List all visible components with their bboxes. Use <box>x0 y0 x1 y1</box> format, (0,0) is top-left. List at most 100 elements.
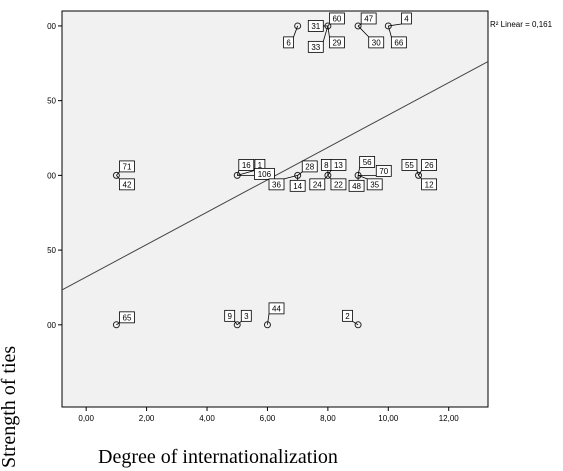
r2-legend-label: R² Linear = 0,161 <box>490 20 553 29</box>
point-label-box <box>375 164 392 177</box>
x-tick-label: 10,00 <box>378 414 399 423</box>
x-tick-label: 4,00 <box>199 414 215 423</box>
point-label-box <box>368 36 385 49</box>
label-leader-line <box>116 171 120 176</box>
point-label-box <box>240 309 252 322</box>
point-label-box <box>254 167 275 180</box>
point-label-box <box>268 178 285 191</box>
label-leader-line <box>418 175 422 180</box>
x-tick-label: 8,00 <box>320 414 336 423</box>
data-point <box>112 171 120 179</box>
point-label: 3 <box>244 312 249 321</box>
label-leader-line <box>293 25 299 38</box>
point-label: 55 <box>405 161 414 170</box>
label-leader-line <box>237 170 256 176</box>
label-leader-line <box>327 175 332 180</box>
point-label: 14 <box>293 182 302 191</box>
y-tick-label: 50 <box>47 246 56 255</box>
point-label-box <box>390 36 407 49</box>
point-label: 33 <box>311 43 320 52</box>
label-leader-line <box>267 313 270 325</box>
point-label: 29 <box>332 38 341 47</box>
point-label: 30 <box>372 38 381 47</box>
data-point <box>263 321 271 329</box>
x-tick-label: 12,00 <box>439 414 460 423</box>
point-label-box <box>421 159 437 171</box>
point-label: 26 <box>425 161 434 170</box>
point-label-box <box>119 311 135 324</box>
point-label: 44 <box>272 304 281 313</box>
label-leader-line <box>297 171 303 176</box>
point-label: 47 <box>364 14 373 23</box>
x-tick-label: 0,00 <box>78 414 94 423</box>
point-label-box <box>307 40 324 53</box>
y-tick-label: 00 <box>47 321 56 330</box>
point-label: 9 <box>227 312 232 321</box>
point-label-box <box>401 159 418 171</box>
point-label: 8 <box>324 161 329 170</box>
y-tick-label: 00 <box>47 171 56 180</box>
point-label-box <box>309 178 326 191</box>
label-leader-line <box>327 170 332 176</box>
x-tick-label: 2,00 <box>139 414 155 423</box>
point-label: 70 <box>379 167 388 176</box>
point-label: 4 <box>404 14 409 23</box>
label-leader-line <box>357 25 369 38</box>
label-leader-line <box>116 322 120 326</box>
point-label: 16 <box>242 161 251 170</box>
y-tick-label: 00 <box>47 22 56 31</box>
point-label-box <box>360 12 377 25</box>
point-label: 13 <box>334 161 343 170</box>
point-label-box <box>119 178 135 191</box>
point-label-box <box>366 178 383 191</box>
label-leader-line <box>416 170 419 176</box>
label-leader-line <box>352 321 359 326</box>
point-label: 31 <box>311 22 320 31</box>
point-label-box <box>348 179 365 192</box>
point-label-box <box>330 159 347 171</box>
point-label-box <box>289 179 306 192</box>
point-label: 48 <box>352 182 361 191</box>
x-axis-label: Degree of internationalization <box>98 446 338 468</box>
point-label: 35 <box>370 180 379 189</box>
y-axis-label: Strength of ties <box>0 346 20 468</box>
label-leader-line <box>116 175 120 180</box>
point-label-box <box>238 159 255 171</box>
label-leader-line <box>387 25 392 37</box>
fit-line <box>62 61 488 291</box>
point-label: 106 <box>258 170 272 179</box>
data-point <box>354 321 362 329</box>
point-label-box <box>342 309 353 322</box>
label-leader-line <box>324 175 329 180</box>
label-leader-line <box>236 170 240 176</box>
point-label-box <box>283 36 294 49</box>
label-leader-line <box>388 23 402 27</box>
data-point <box>415 171 423 179</box>
point-label-box <box>119 160 135 173</box>
label-leader-line <box>357 175 368 180</box>
point-label: 42 <box>123 180 132 189</box>
label-leader-line <box>234 321 238 326</box>
point-label-box <box>329 36 345 49</box>
label-leader-line <box>236 321 242 326</box>
point-label: 60 <box>332 14 341 23</box>
point-label: 6 <box>286 38 291 47</box>
data-point <box>384 22 392 30</box>
plot-area <box>61 10 489 408</box>
label-leader-line <box>327 25 330 37</box>
point-label-box <box>329 12 345 25</box>
point-label: 36 <box>272 180 281 189</box>
point-label: 22 <box>334 180 343 189</box>
label-leader-line <box>322 25 329 42</box>
data-point <box>294 22 302 30</box>
point-label: 28 <box>305 162 314 171</box>
point-label: 2 <box>345 312 350 321</box>
label-leader-line <box>357 167 361 176</box>
data-point <box>112 321 120 329</box>
point-label: 71 <box>123 162 132 171</box>
point-label-box <box>401 12 412 25</box>
point-label: 24 <box>313 180 322 189</box>
point-label: 66 <box>394 38 403 47</box>
point-label: 65 <box>123 313 132 322</box>
